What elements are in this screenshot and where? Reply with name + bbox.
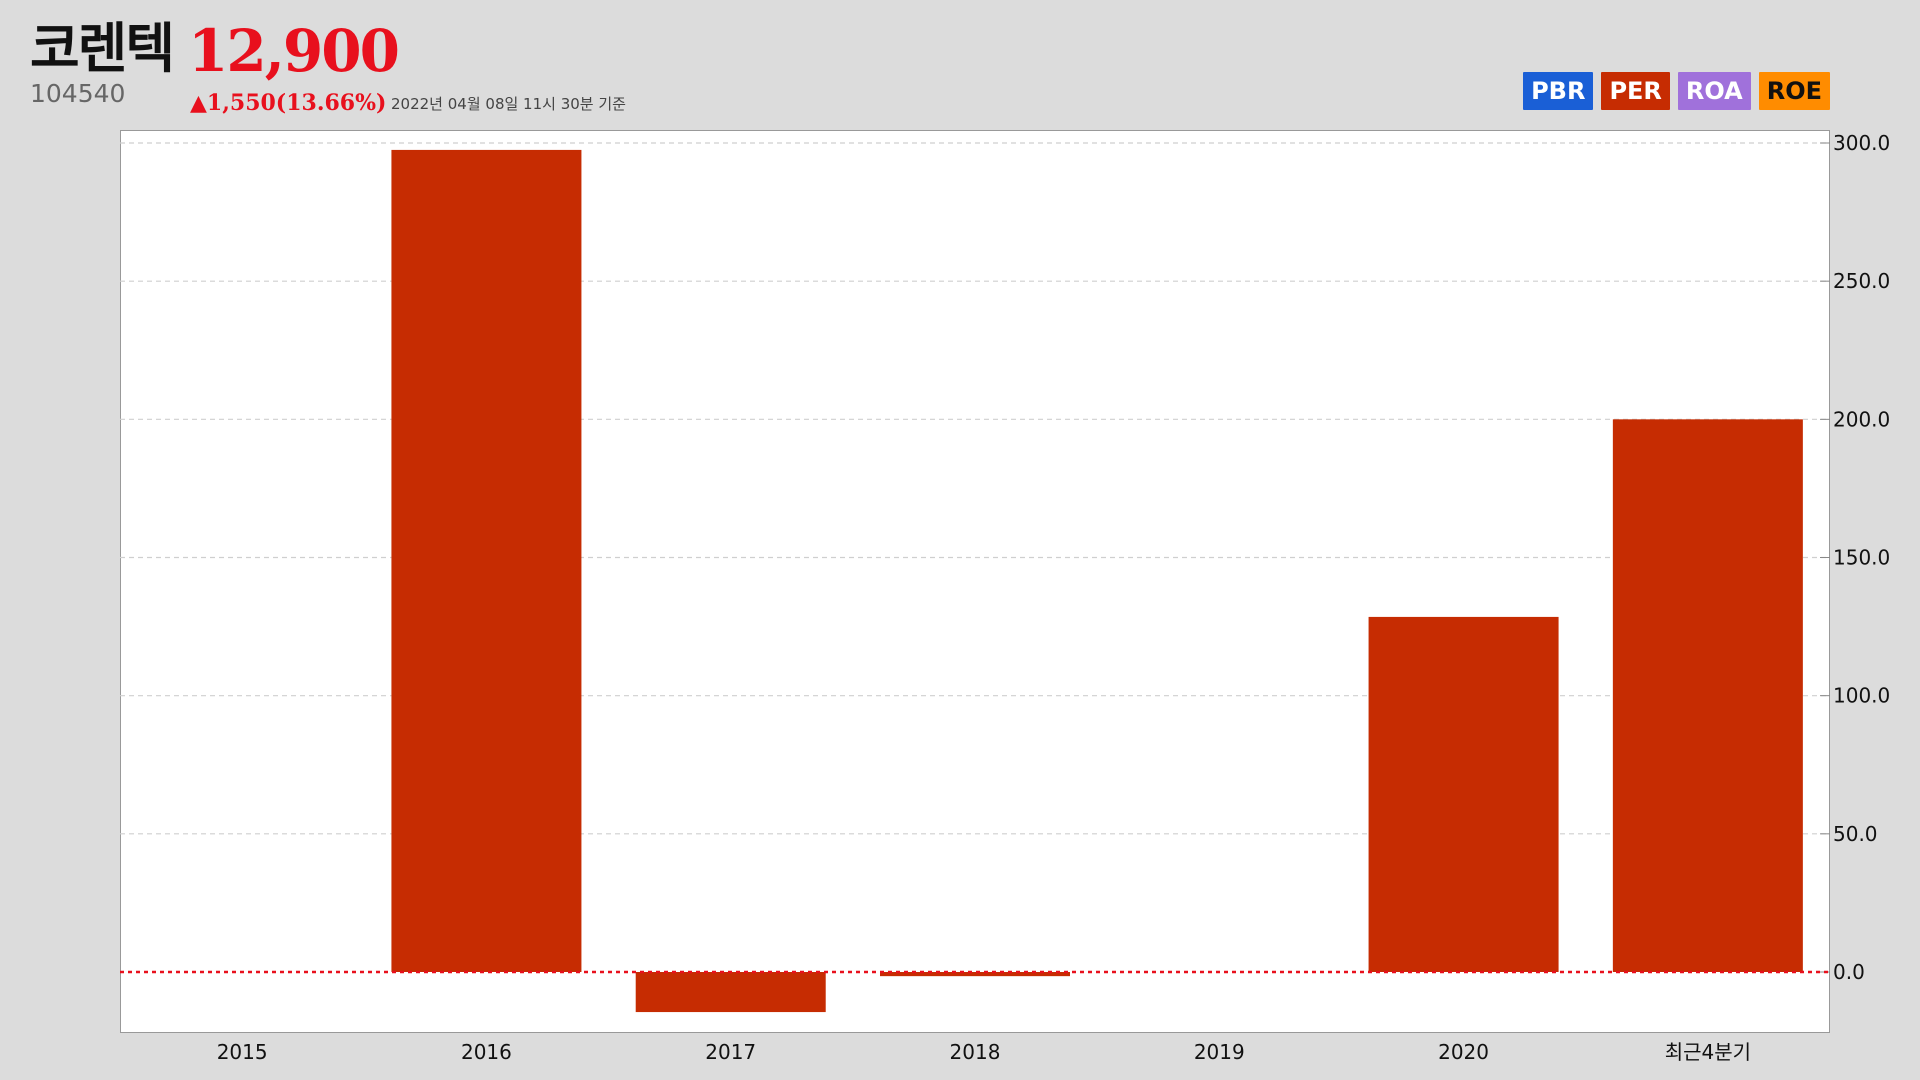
x-tick-label: 2018	[950, 1040, 1001, 1064]
y-tick-label: 100.0	[1833, 684, 1890, 708]
x-tick-label: 2016	[461, 1040, 512, 1064]
y-tick-label: 50.0	[1833, 822, 1878, 846]
y-tick-label: 200.0	[1833, 407, 1890, 431]
bar	[1368, 616, 1559, 972]
bar	[391, 149, 582, 973]
stock-name: 코렌텍	[30, 17, 175, 80]
bar	[635, 972, 826, 1013]
x-tick-label: 최근4분기	[1665, 1040, 1751, 1064]
y-tick-label: 300.0	[1833, 131, 1890, 155]
bar	[880, 972, 1070, 977]
stock-code: 104540	[30, 79, 126, 108]
x-tick-label: 2017	[705, 1040, 756, 1064]
as-of-timestamp: 2022년 04월 08일 11시 30분 기준	[391, 95, 626, 113]
legend-pbr[interactable]: PBR	[1523, 72, 1594, 110]
legend-per[interactable]: PER	[1601, 72, 1670, 110]
bar	[1612, 419, 1803, 972]
y-tick-label: 0.0	[1833, 960, 1865, 984]
x-tick-label: 2015	[217, 1040, 268, 1064]
y-tick-label: 150.0	[1833, 546, 1890, 570]
x-tick-label: 2020	[1438, 1040, 1489, 1064]
x-tick-label: 2019	[1194, 1040, 1245, 1064]
y-tick-label: 250.0	[1833, 269, 1890, 293]
legend-roe[interactable]: ROE	[1758, 72, 1830, 110]
legend-roa[interactable]: ROA	[1677, 72, 1751, 110]
legend: PBR PER ROA ROE	[1523, 72, 1830, 110]
price-change: ▲1,550(13.66%)	[190, 90, 387, 116]
stock-price: 12,900	[188, 17, 400, 85]
